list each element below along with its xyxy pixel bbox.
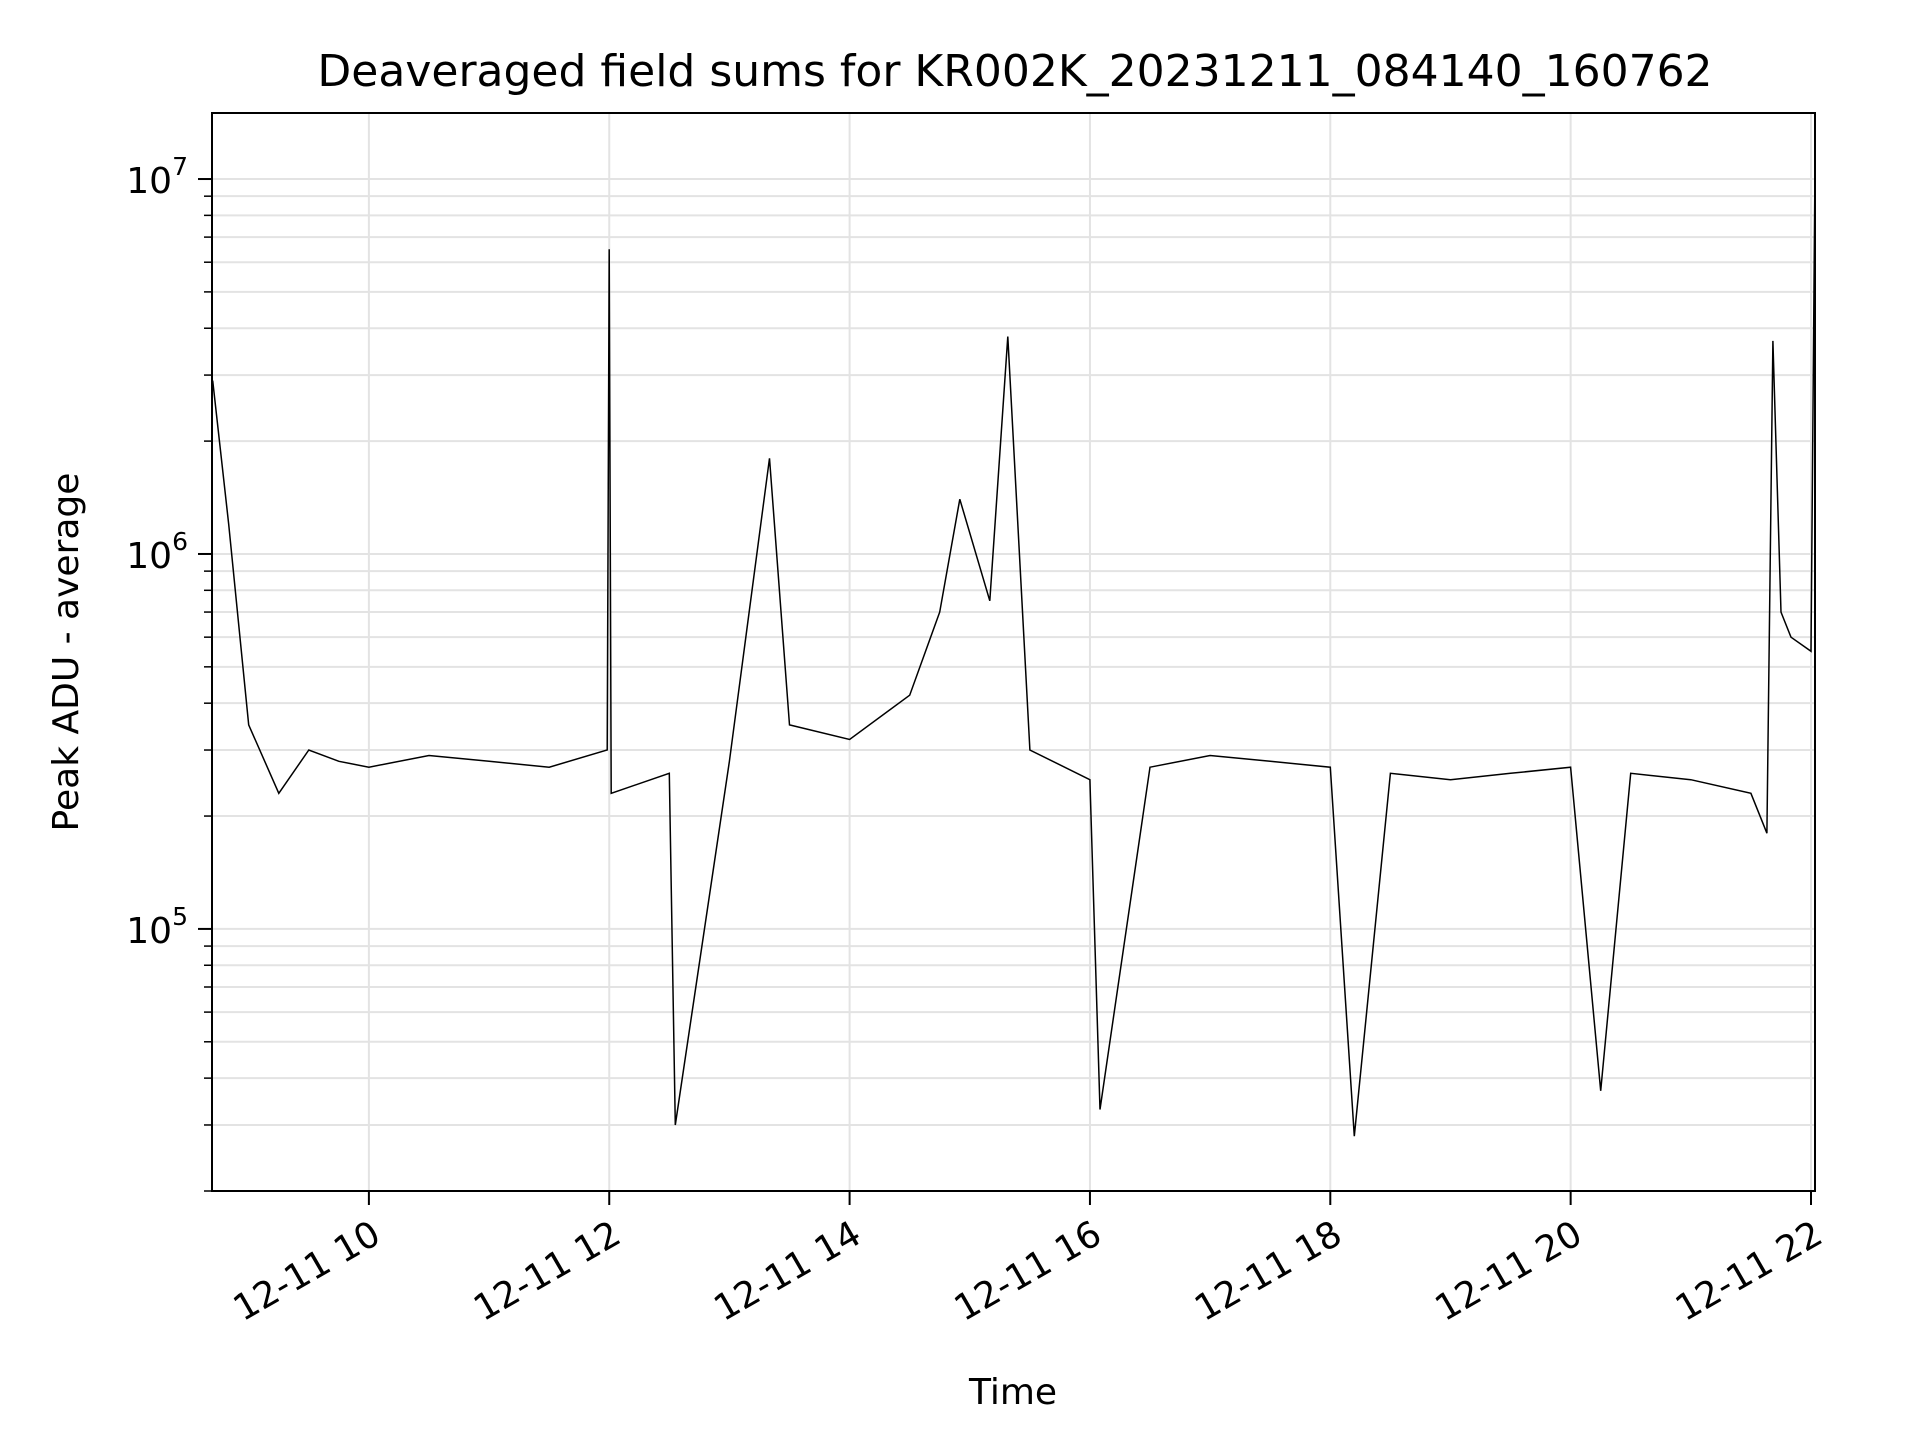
plot-frame [211,112,1816,1192]
y-axis-label: Peak ADU - average [46,473,87,832]
series-layer [211,166,1816,1137]
y-tick-label: 106 [126,527,188,577]
chart-title: Deaveraged field sums for KR002K_2023121… [317,46,1712,97]
y-tick-label: 105 [126,902,188,952]
y-axis: 105 106 107 [126,152,212,1192]
series-line [211,166,1816,1137]
y-tick-label: 107 [126,152,188,202]
x-axis-label: Time [968,1372,1057,1413]
grid [212,113,1815,1192]
